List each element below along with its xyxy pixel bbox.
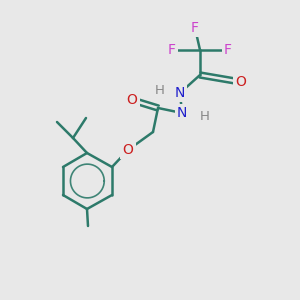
- Text: F: F: [168, 43, 176, 57]
- Text: H: H: [200, 110, 210, 122]
- Text: O: O: [127, 93, 137, 107]
- Text: N: N: [177, 106, 187, 120]
- Text: N: N: [175, 86, 185, 100]
- Text: O: O: [123, 143, 134, 157]
- Text: O: O: [236, 75, 246, 89]
- Text: F: F: [224, 43, 232, 57]
- Text: F: F: [191, 21, 199, 35]
- Text: H: H: [155, 85, 165, 98]
